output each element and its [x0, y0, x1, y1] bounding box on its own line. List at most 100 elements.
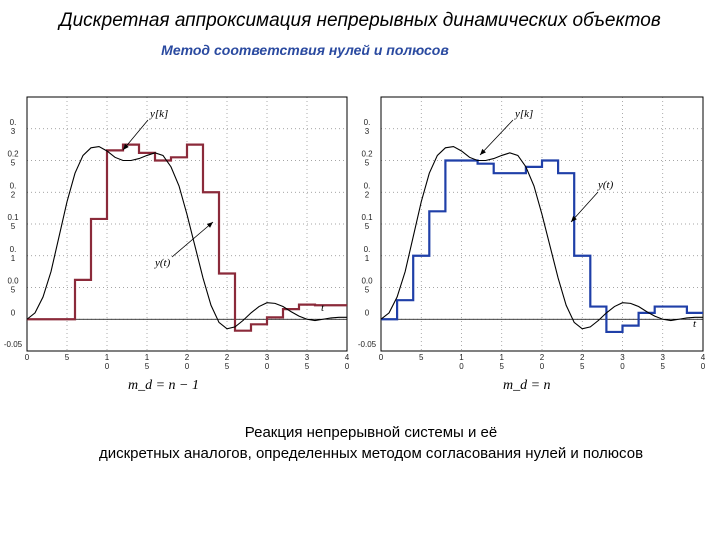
x-tick-label-line: 5 [305, 362, 310, 371]
x-tick-label-line: 5 [145, 362, 150, 371]
chart-2: 0. 30.2 50. 20.1 50. 10.0 50-0.050 5 1 01 52 02 53 03… [358, 96, 706, 393]
x-tick-label-line: 3 [620, 353, 625, 362]
y-tick-label: 0. 2 [364, 181, 371, 199]
caption-line-2: дискретных аналогов, определенных методо… [98, 445, 644, 462]
y-tick-label: 0. 1 [10, 245, 17, 263]
x-tick-label-line: 0 [379, 353, 384, 362]
x-tick-label: 5 [65, 353, 70, 362]
chart-1: 0. 30.2 50. 20.1 50. 10.0 50-0.050 5 1 01 52 02 53 03… [4, 96, 350, 393]
y-tick-label-line: 1 [365, 254, 370, 263]
y-tick-label-line: 0.0 [7, 277, 19, 286]
x-tick-label-line: 1 [459, 353, 464, 362]
x-tick-label-line: 0 [345, 362, 350, 371]
x-tick-label-line: 4 [701, 353, 706, 362]
annotation-2: y(t) [597, 179, 614, 191]
y-tick-label-line: 0. [10, 245, 17, 254]
x-tick-label-line: 0 [701, 362, 706, 371]
x-tick-label-line: 0 [540, 362, 545, 371]
caption: Реакция непрерывной системы и её дискрет… [0, 422, 720, 464]
x-tick-label-line: 0 [105, 362, 110, 371]
annotation-3: t [321, 302, 325, 314]
annotation-arrow-line [171, 221, 214, 258]
y-tick-label-line: 5 [11, 286, 16, 295]
y-tick-label-line: 5 [365, 159, 370, 168]
y-tick-label-line: -0.05 [358, 340, 377, 349]
y-tick-label-line: 0 [365, 308, 370, 317]
y-tick-label: 0. 2 [10, 181, 17, 199]
annotation-1: y[k] [514, 108, 533, 120]
x-tick-label-line: 2 [185, 353, 190, 362]
y-tick-label: 0 [365, 308, 370, 317]
y-tick-label-line: 0 [11, 308, 16, 317]
y-tick-label: 0. 1 [364, 245, 371, 263]
annotation-arrow-line [122, 119, 149, 151]
x-tick-label-line: 0 [185, 362, 190, 371]
y-tick-label-line: 0.1 [361, 213, 373, 222]
y-tick-label-line: -0.05 [4, 340, 23, 349]
x-tick-label-line: 3 [305, 353, 310, 362]
x-tick-label-line: 4 [345, 353, 350, 362]
x-tick-label-line: 2 [225, 353, 230, 362]
y-tick-label: 0.2 5 [361, 150, 373, 168]
y-tick-label-line: 0. [364, 245, 371, 254]
y-tick-label-line: 5 [11, 159, 16, 168]
formula: m_d = n − 1 [128, 378, 199, 393]
x-tick-label-line: 5 [419, 353, 424, 362]
annotation-arrow-line [479, 119, 514, 156]
y-tick-label: -0.05 [4, 340, 23, 349]
y-tick-label-line: 0.2 [361, 150, 373, 159]
y-tick-label-line: 0. [364, 118, 371, 127]
slide-title: Дискретная аппроксимация непрерывных дин… [59, 10, 661, 31]
x-tick-label-line: 5 [500, 362, 505, 371]
slide-subtitle: Метод соответствия нулей и полюсов [161, 42, 449, 58]
y-tick-label-line: 2 [11, 190, 16, 199]
x-tick-label: 0 [379, 353, 384, 362]
plot-frame [26, 96, 348, 352]
y-tick-label-line: 0. [364, 181, 371, 190]
annotation-2: y(t) [154, 257, 171, 269]
annotation-1: y[k] [149, 108, 168, 120]
y-tick-label-line: 5 [365, 222, 370, 231]
y-tick-label: 0.0 5 [361, 277, 373, 295]
annotation-arrow-head [206, 222, 213, 228]
x-tick-label-line: 0 [25, 353, 30, 362]
y-tick-label: 0 [11, 308, 16, 317]
y-tick-label-line: 3 [365, 127, 370, 136]
x-tick-label-line: 1 [500, 353, 505, 362]
y-tick-label: 0.0 5 [7, 277, 19, 295]
y-tick-label-line: 0.2 [7, 150, 19, 159]
x-tick-label: 0 [25, 353, 30, 362]
y-tick-label: -0.05 [358, 340, 377, 349]
y-tick-label: 0.1 5 [361, 213, 373, 231]
continuous-series-y-t [26, 145, 347, 330]
y-tick-label-line: 0. [10, 181, 17, 190]
annotation-arrow-head [571, 215, 577, 222]
annotation-3: t [693, 318, 697, 330]
y-tick-label: 0.1 5 [7, 213, 19, 231]
y-tick-label-line: 5 [365, 286, 370, 295]
annotation-arrow-head [480, 148, 486, 155]
x-tick-label-line: 1 [105, 353, 110, 362]
x-tick-label-line: 0 [459, 362, 464, 371]
x-tick-label-line: 0 [265, 362, 270, 371]
x-tick-label-line: 3 [265, 353, 270, 362]
plot-frame [380, 96, 704, 352]
step-series-y-k [27, 143, 347, 332]
x-tick-label-line: 2 [580, 353, 585, 362]
y-tick-label-line: 0.0 [361, 277, 373, 286]
x-tick-label-line: 1 [145, 353, 150, 362]
x-tick-label-line: 3 [661, 353, 666, 362]
